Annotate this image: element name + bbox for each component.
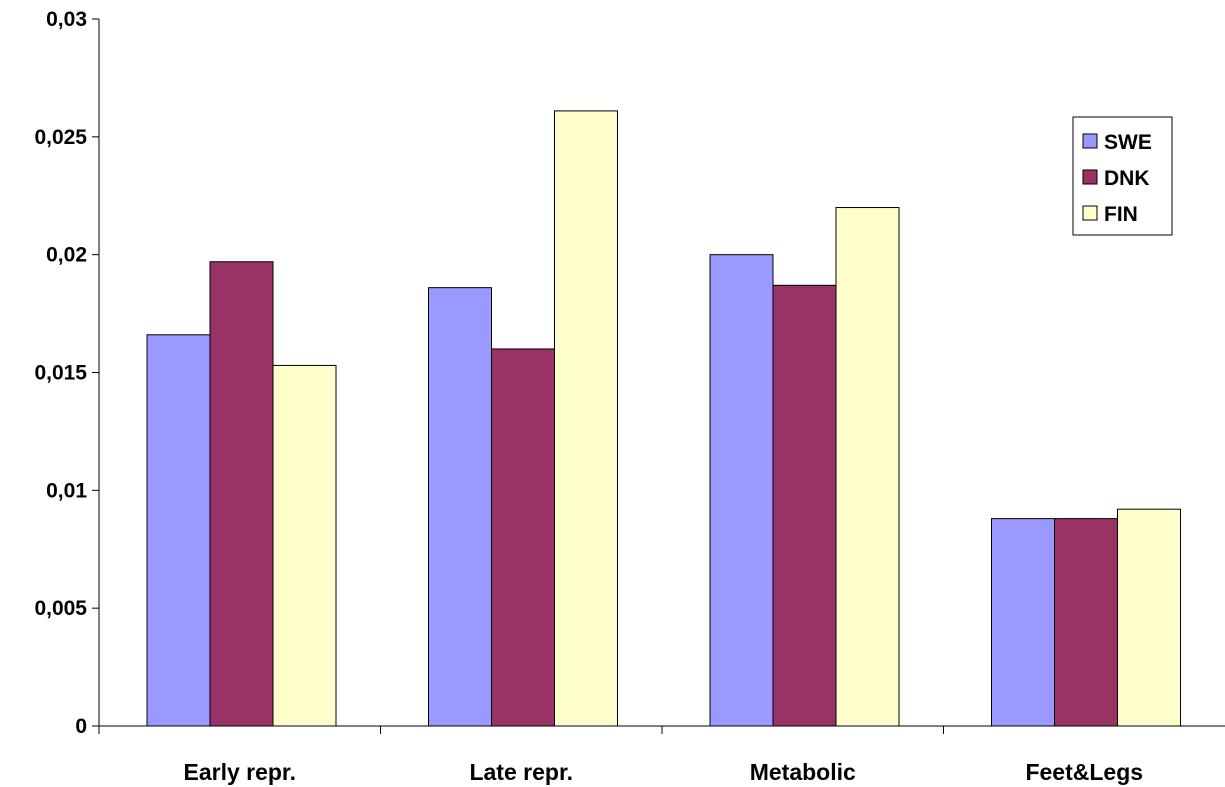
legend-label: FIN — [1104, 203, 1138, 226]
bar-dnk-1 — [491, 348, 555, 727]
y-tick-label: 0,01 — [46, 479, 87, 502]
x-category-label: Late repr. — [469, 759, 573, 785]
x-category-label: Feet&Legs — [1025, 759, 1143, 785]
legend-swatch-swe — [1082, 133, 1098, 149]
bar-fin-2 — [835, 207, 900, 727]
legend-label: SWE — [1104, 131, 1152, 154]
x-category-label: Early repr. — [183, 759, 296, 785]
y-ticks-group: 0 0,005 0,01 0,015 0,02 0,025 0,03 — [34, 8, 99, 738]
bar-dnk-2 — [772, 284, 837, 727]
x-category-label: Metabolic — [750, 759, 856, 785]
bar-fin-0 — [272, 364, 337, 727]
bar-swe-0 — [146, 334, 211, 727]
bar-swe-1 — [428, 287, 492, 727]
bar-dnk-3 — [1054, 518, 1118, 727]
bar-dnk-0 — [209, 261, 274, 727]
bar-fin-3 — [1117, 508, 1181, 727]
y-tick-label: 0 — [75, 715, 87, 738]
bar-fin-1 — [554, 110, 618, 727]
y-tick-label: 0,015 — [34, 362, 87, 385]
legend-swatch-fin — [1082, 205, 1098, 221]
y-tick-label: 0,02 — [46, 244, 87, 267]
legend: SWE DNK FIN — [1072, 116, 1173, 236]
legend-swatch-dnk — [1082, 169, 1098, 185]
y-tick-label: 0,03 — [46, 8, 87, 31]
legend-label: DNK — [1104, 167, 1150, 190]
y-tick-label: 0,025 — [34, 126, 87, 149]
bars-group — [146, 110, 1181, 727]
bar-swe-2 — [709, 254, 774, 727]
y-tick-label: 0,005 — [34, 597, 87, 620]
bar-swe-3 — [991, 518, 1055, 727]
x-ticks-group: Early repr. Late repr. Metabolic Feet&Legs — [98, 726, 1143, 785]
